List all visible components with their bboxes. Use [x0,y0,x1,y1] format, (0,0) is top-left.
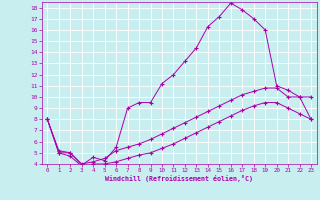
X-axis label: Windchill (Refroidissement éolien,°C): Windchill (Refroidissement éolien,°C) [105,175,253,182]
